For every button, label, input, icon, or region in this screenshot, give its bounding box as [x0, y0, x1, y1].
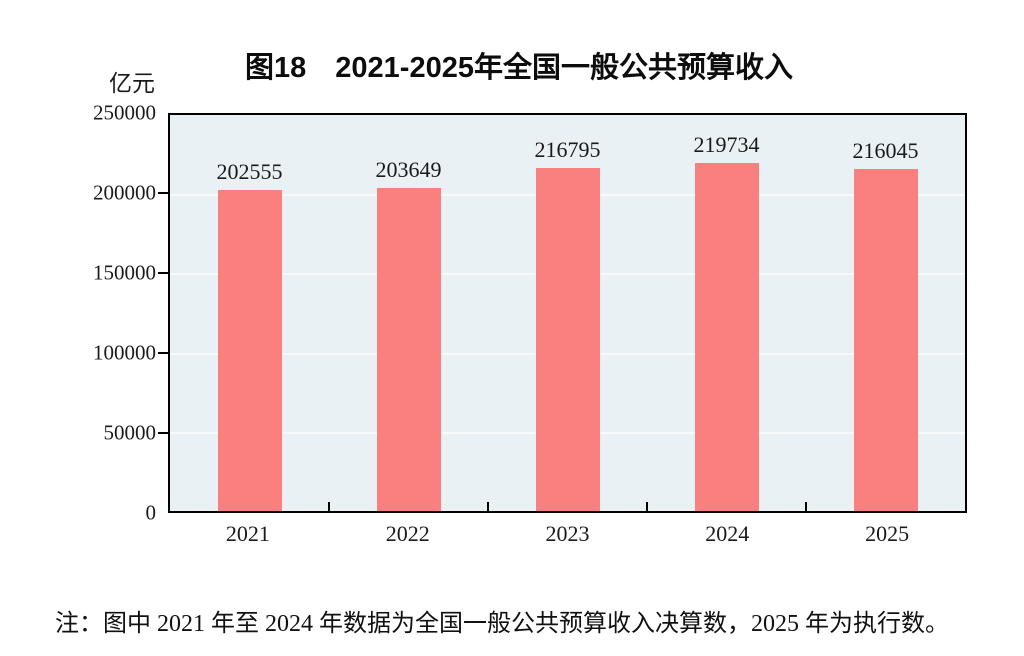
x-tick	[328, 502, 330, 511]
y-axis-unit-label: 亿元	[109, 71, 155, 96]
y-tick-label: 250000	[93, 100, 156, 125]
bar	[535, 167, 600, 511]
bar-value-label: 219734	[693, 131, 760, 157]
bar-value-label: 203649	[375, 157, 442, 183]
y-tick-label: 50000	[103, 420, 157, 445]
y-tick-label: 200000	[93, 180, 156, 205]
bar-slot: 219734	[647, 115, 806, 511]
x-tick-label: 2022	[385, 521, 430, 546]
y-tick-label: 100000	[93, 340, 156, 365]
y-tick-label: 150000	[93, 260, 156, 285]
bar	[217, 190, 282, 511]
chart-footnote: 注：图中 2021 年至 2024 年数据为全国一般公共预算收入决算数，2025…	[55, 611, 949, 637]
x-tick-label: 2024	[705, 521, 750, 546]
bar	[376, 188, 441, 511]
y-tick	[158, 432, 168, 434]
bar-slot: 203649	[329, 115, 488, 511]
y-tick	[158, 272, 168, 274]
bar-value-label: 216045	[852, 137, 919, 163]
bar-slot: 216795	[488, 115, 647, 511]
x-tick-label: 2021	[225, 521, 270, 546]
bar	[853, 168, 918, 511]
y-tick	[158, 352, 168, 354]
plot-area: 202555 203649 216795 219734 216045	[168, 113, 967, 513]
x-tick-label: 2023	[545, 521, 590, 546]
bar-slot: 216045	[806, 115, 965, 511]
y-axis-ticks	[158, 113, 168, 513]
y-tick	[158, 192, 168, 194]
bar-value-label: 202555	[216, 159, 283, 185]
chart-title: 图18 2021-2025年全国一般公共预算收入	[245, 52, 793, 84]
bar	[694, 162, 759, 511]
bar-value-label: 216795	[534, 136, 601, 162]
x-tick	[646, 502, 648, 511]
x-tick	[805, 502, 807, 511]
x-axis-labels: 2021 2022 2023 2024 2025	[168, 521, 967, 551]
bar-slot: 202555	[170, 115, 329, 511]
y-axis-labels: 0 50000 100000 150000 200000 250000	[0, 102, 157, 523]
y-tick-label: 0	[145, 500, 157, 525]
x-tick-label: 2025	[865, 521, 910, 546]
x-tick	[487, 502, 489, 511]
